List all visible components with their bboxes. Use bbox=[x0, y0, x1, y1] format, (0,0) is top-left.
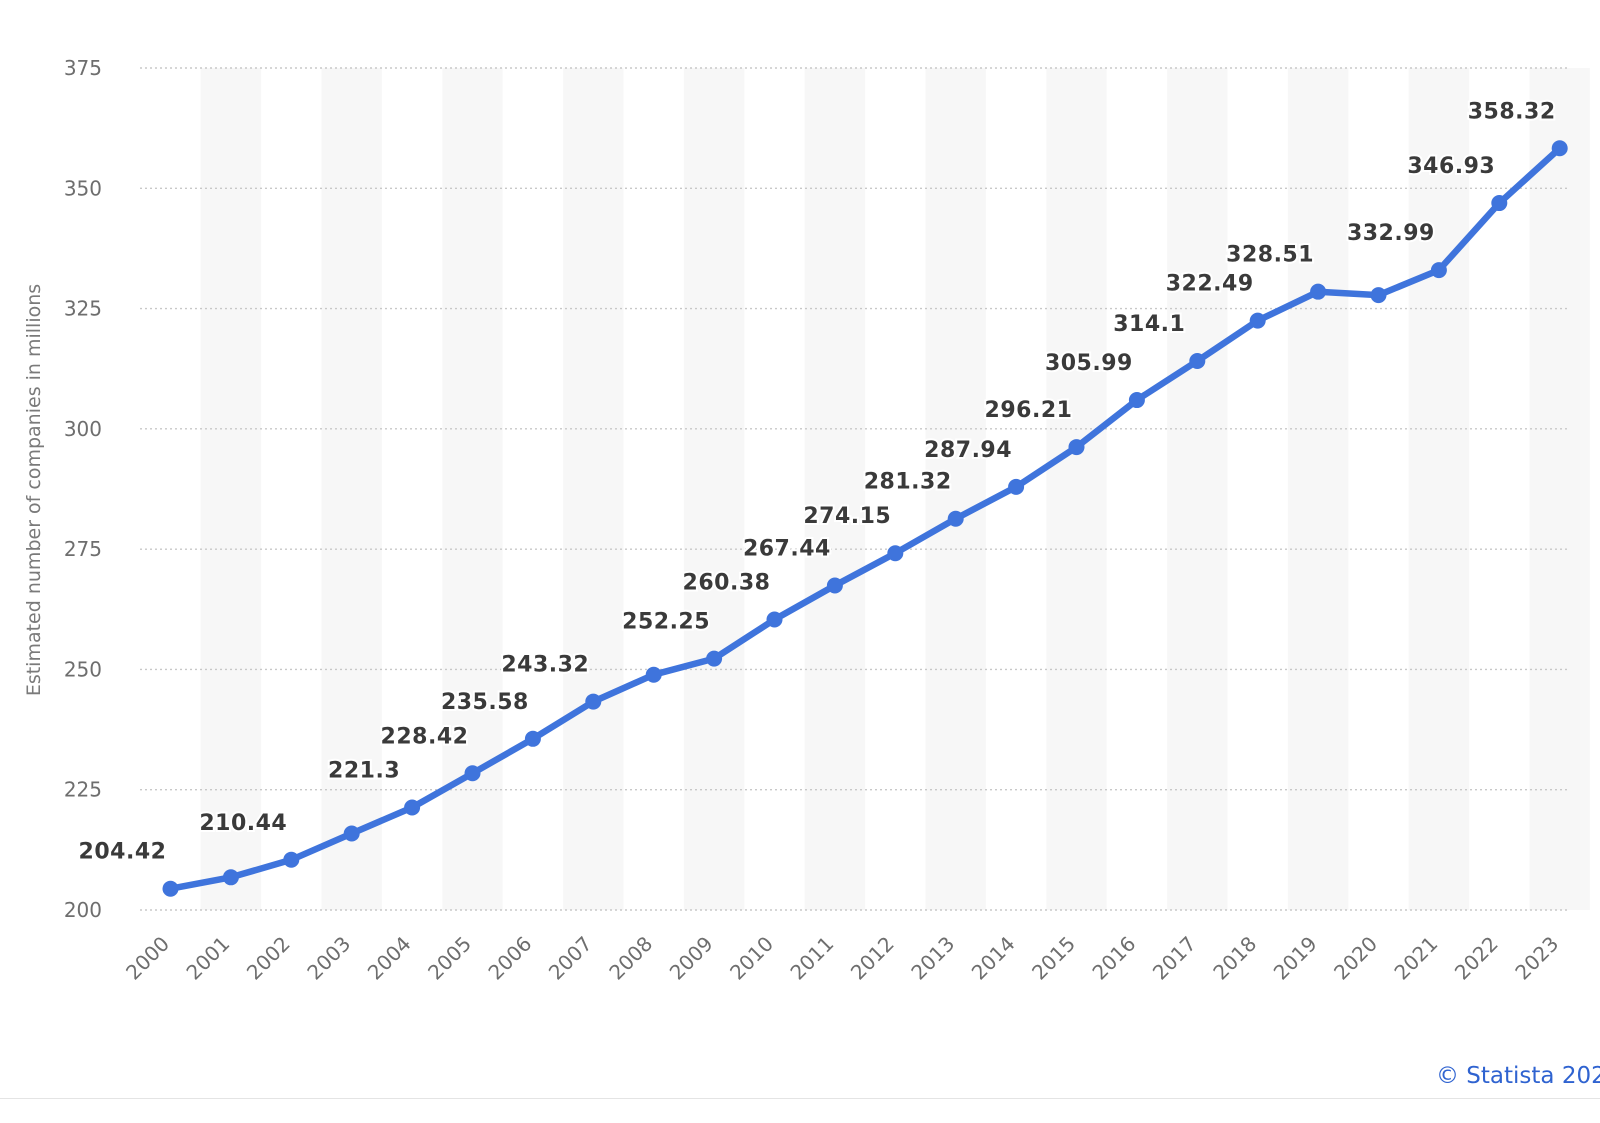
band-2009 bbox=[683, 68, 745, 910]
statista-credit-link[interactable]: © Statista 2024 bbox=[1436, 1063, 1600, 1089]
data-label-2018: 322.49 bbox=[1166, 272, 1254, 297]
data-point-2018 bbox=[1249, 312, 1266, 329]
data-label-2006: 235.58 bbox=[441, 690, 529, 715]
data-point-2000 bbox=[162, 880, 179, 897]
x-tick-label-2001: 2001 bbox=[181, 932, 234, 985]
data-point-2002 bbox=[283, 851, 300, 868]
series-line bbox=[167, 145, 1563, 892]
data-point-2010 bbox=[766, 611, 783, 628]
x-tick-label-2009: 2009 bbox=[665, 932, 718, 985]
data-point-2004 bbox=[404, 799, 421, 816]
y-tick-label-200: 200 bbox=[64, 898, 102, 922]
x-tick-label-2013: 2013 bbox=[906, 932, 959, 985]
x-tick-label-2010: 2010 bbox=[725, 932, 778, 985]
data-point-2006 bbox=[524, 730, 541, 747]
x-tick-label-2006: 2006 bbox=[483, 932, 536, 985]
x-tick-label-2004: 2004 bbox=[363, 932, 416, 985]
data-label-2005: 228.42 bbox=[381, 724, 469, 749]
data-label-2021: 332.99 bbox=[1347, 221, 1435, 246]
data-point-2021 bbox=[1430, 262, 1447, 279]
y-tick-label-350: 350 bbox=[64, 176, 102, 200]
data-label-2002: 210.44 bbox=[199, 811, 287, 836]
x-tick-label-2023: 2023 bbox=[1510, 932, 1563, 985]
data-label-2022: 346.93 bbox=[1407, 154, 1495, 179]
y-tick-label-275: 275 bbox=[64, 537, 102, 561]
y-tick-label-325: 325 bbox=[64, 297, 102, 321]
band-2003 bbox=[321, 68, 382, 910]
data-label-2015: 296.21 bbox=[985, 398, 1073, 423]
y-axis-ticks: 200 225 250 275 300 325 350 375 bbox=[64, 56, 102, 922]
data-label-2000: 204.42 bbox=[79, 840, 167, 865]
data-label-2007: 243.32 bbox=[501, 653, 589, 678]
y-axis-label: Estimated number of companies in million… bbox=[23, 284, 45, 696]
band-2019 bbox=[1287, 68, 1349, 910]
band-2015 bbox=[1046, 68, 1107, 910]
data-label-2011: 267.44 bbox=[743, 537, 831, 562]
data-point-2009 bbox=[706, 650, 723, 667]
band-2001 bbox=[200, 68, 262, 910]
data-point-2005 bbox=[464, 765, 481, 782]
data-point-2012 bbox=[887, 545, 904, 562]
x-tick-label-2019: 2019 bbox=[1269, 932, 1322, 985]
data-point-2019 bbox=[1310, 283, 1327, 300]
data-point-2003 bbox=[343, 825, 360, 842]
data-point-2001 bbox=[222, 869, 239, 886]
data-point-2015 bbox=[1068, 439, 1085, 456]
data-point-2014 bbox=[1008, 478, 1025, 495]
band-2007 bbox=[563, 68, 624, 910]
data-label-2019: 328.51 bbox=[1226, 243, 1314, 268]
band-2013 bbox=[925, 68, 986, 910]
y-tick-label-225: 225 bbox=[64, 778, 102, 802]
data-point-2020 bbox=[1370, 287, 1387, 304]
data-label-2010: 260.38 bbox=[683, 570, 771, 595]
data-points bbox=[162, 140, 1568, 897]
data-point-2016 bbox=[1128, 392, 1145, 409]
band-2011 bbox=[804, 68, 866, 910]
bottom-divider bbox=[0, 1098, 1600, 1099]
x-tick-label-2000: 2000 bbox=[121, 932, 174, 985]
x-tick-label-2008: 2008 bbox=[604, 932, 657, 985]
data-point-2007 bbox=[585, 693, 602, 710]
data-label-2012: 274.15 bbox=[803, 504, 891, 529]
x-tick-label-2002: 2002 bbox=[242, 932, 295, 985]
x-tick-label-2005: 2005 bbox=[423, 932, 476, 985]
data-label-2017: 314.1 bbox=[1113, 312, 1185, 337]
band-2017 bbox=[1167, 68, 1228, 910]
data-label-2016: 305.99 bbox=[1045, 351, 1133, 376]
data-label-2004: 221.3 bbox=[328, 759, 400, 784]
data-label-2009: 252.25 bbox=[622, 610, 710, 635]
x-tick-label-2003: 2003 bbox=[302, 932, 355, 985]
data-point-2011 bbox=[826, 577, 843, 594]
x-tick-label-2014: 2014 bbox=[967, 932, 1020, 985]
data-point-2023 bbox=[1551, 140, 1568, 157]
data-point-2022 bbox=[1491, 195, 1508, 212]
band-2021 bbox=[1408, 68, 1470, 910]
x-tick-label-2020: 2020 bbox=[1329, 932, 1382, 985]
x-tick-label-2011: 2011 bbox=[785, 932, 838, 985]
x-tick-label-2015: 2015 bbox=[1027, 932, 1080, 985]
data-labels: 204.42 210.44 221.3 228.42 235.58 243.32 252.2… bbox=[77, 97, 1558, 866]
alternating-bands bbox=[200, 68, 1590, 910]
y-tick-label-375: 375 bbox=[64, 56, 102, 80]
gridlines bbox=[140, 67, 1568, 911]
data-label-2014: 287.94 bbox=[924, 438, 1012, 463]
x-tick-label-2007: 2007 bbox=[544, 932, 597, 985]
x-tick-label-2021: 2021 bbox=[1389, 932, 1442, 985]
y-tick-label-250: 250 bbox=[64, 657, 102, 681]
x-tick-label-2012: 2012 bbox=[846, 932, 899, 985]
x-tick-label-2016: 2016 bbox=[1087, 932, 1140, 985]
band-2023 bbox=[1529, 68, 1590, 910]
data-point-2017 bbox=[1189, 353, 1206, 370]
y-tick-label-300: 300 bbox=[64, 417, 102, 441]
data-point-2008 bbox=[645, 666, 662, 683]
x-tick-label-2018: 2018 bbox=[1208, 932, 1261, 985]
x-tick-label-2022: 2022 bbox=[1450, 932, 1503, 985]
x-axis-ticks: 2000 2001 2002 2003 2004 2005 2006 2007 2008 2009… bbox=[121, 932, 1563, 985]
data-label-2023: 358.32 bbox=[1468, 99, 1556, 124]
data-point-2013 bbox=[947, 510, 964, 527]
x-tick-label-2017: 2017 bbox=[1148, 932, 1201, 985]
data-label-2013: 281.32 bbox=[864, 470, 952, 495]
